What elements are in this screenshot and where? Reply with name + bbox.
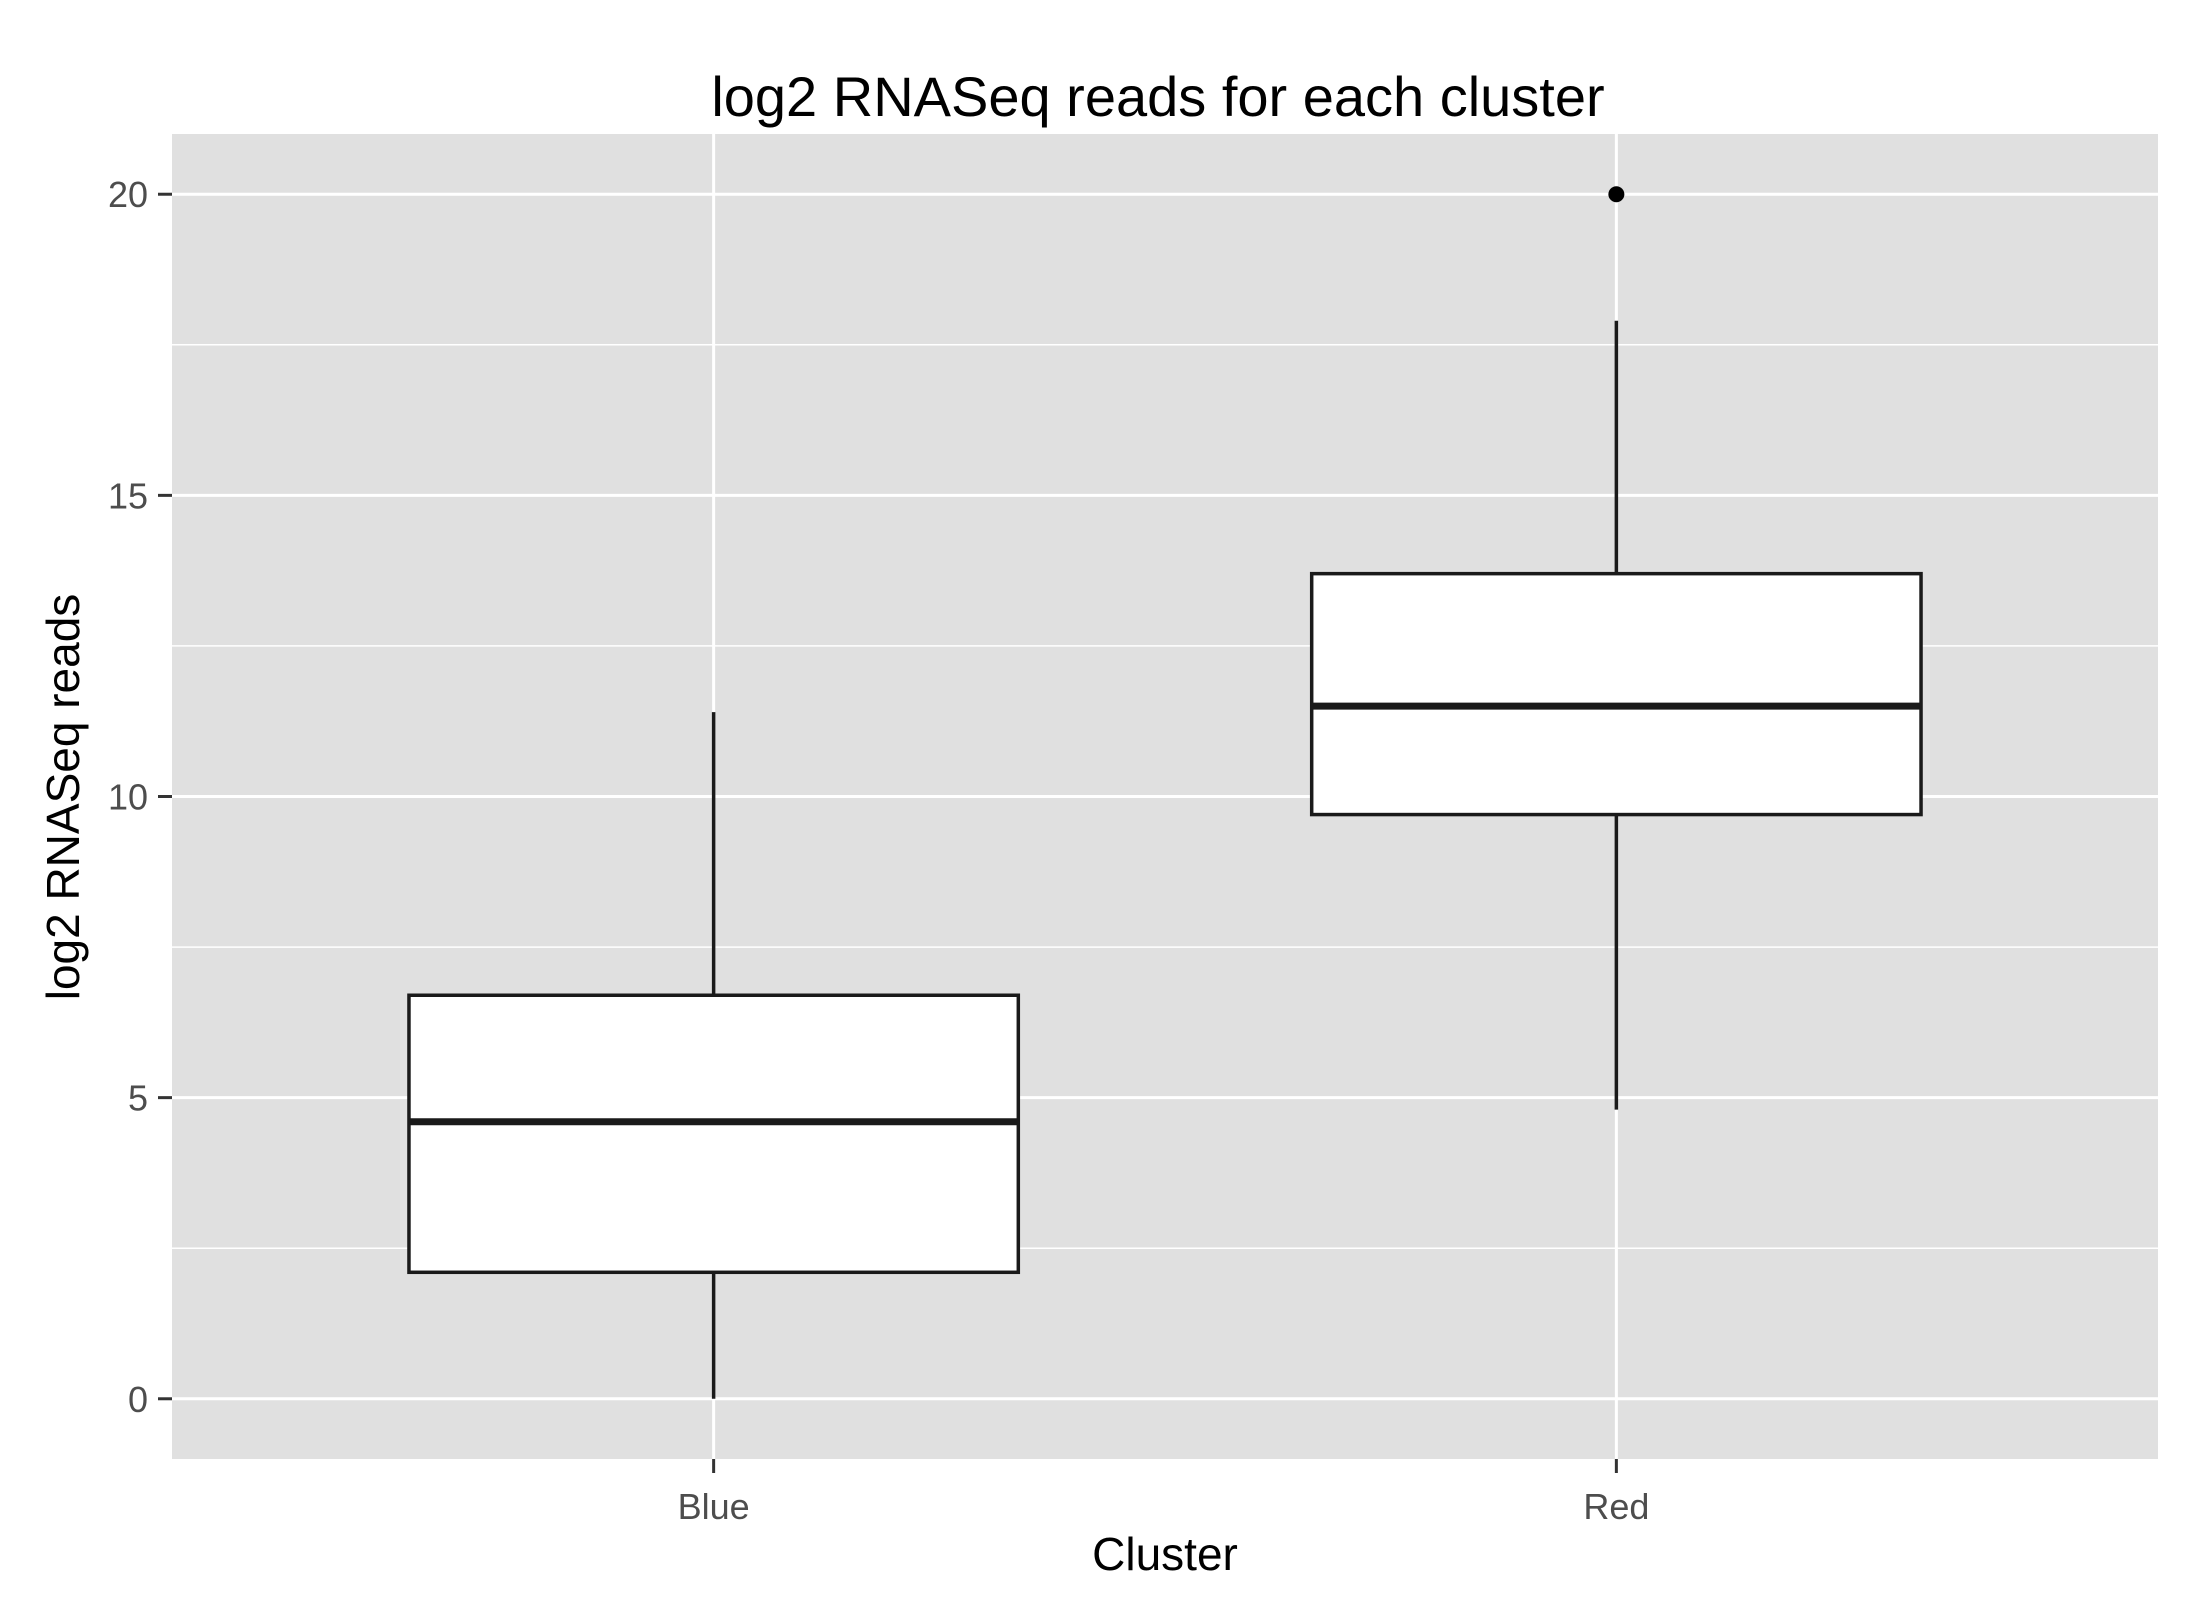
- y-tick-label: 20: [108, 174, 148, 215]
- x-tick-label: Blue: [678, 1486, 750, 1527]
- boxes: [407, 186, 1923, 1399]
- y-tick-label: 5: [128, 1078, 148, 1119]
- x-axis: Blue Red: [678, 1459, 1649, 1527]
- y-axis-title: log2 RNASeq reads: [37, 594, 89, 1001]
- x-axis-title: Cluster: [1092, 1528, 1238, 1580]
- y-tick-label: 15: [108, 475, 148, 516]
- y-tick-label: 10: [108, 777, 148, 818]
- outlier-point: [1608, 186, 1625, 203]
- chart-title: log2 RNASeq reads for each cluster: [711, 65, 1604, 128]
- box-iqr: [1309, 571, 1923, 817]
- y-tick-label: 0: [128, 1379, 148, 1420]
- y-axis: 0 5 10 15 20: [108, 174, 172, 1420]
- box-iqr: [407, 993, 1021, 1275]
- x-tick-label: Red: [1583, 1486, 1649, 1527]
